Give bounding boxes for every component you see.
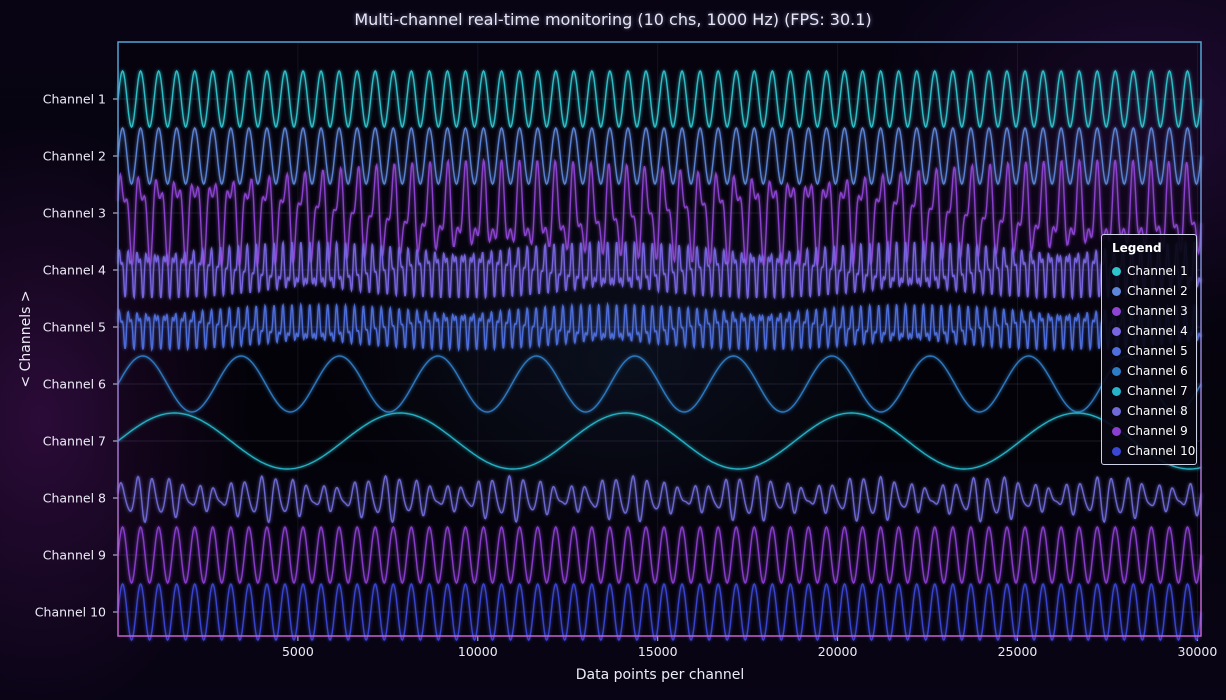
y-tick-label: Channel 8 — [43, 491, 106, 506]
x-tick-label: 10000 — [458, 644, 498, 659]
series-line-10 — [117, 582, 1202, 642]
legend-item[interactable]: Channel 9 — [1112, 421, 1196, 441]
series-line-4 — [117, 239, 1202, 301]
legend-items: Channel 1 Channel 2 Channel 3 Channel 4 Chan… — [1112, 261, 1196, 461]
y-tick-label: Channel 6 — [43, 377, 106, 392]
series-lines — [117, 69, 1202, 642]
series-line-2 — [117, 126, 1202, 186]
x-tick-label: 15000 — [638, 644, 678, 659]
legend-item[interactable]: Channel 5 — [1112, 341, 1196, 361]
legend-marker-icon — [1112, 386, 1121, 396]
legend-item[interactable]: Channel 10 — [1112, 441, 1196, 461]
legend-label: Channel 8 — [1127, 404, 1188, 418]
y-tick-label: Channel 5 — [43, 320, 106, 335]
series-line-5 — [117, 301, 1202, 353]
legend-label: Channel 7 — [1127, 384, 1188, 398]
y-tick-label: Channel 3 — [43, 206, 106, 221]
y-tick-label: Channel 9 — [43, 548, 106, 563]
series-line-3 — [117, 157, 1202, 269]
legend-marker-icon — [1112, 446, 1121, 456]
legend-label: Channel 5 — [1127, 344, 1188, 358]
legend-label: Channel 4 — [1127, 324, 1188, 338]
legend-marker-icon — [1112, 286, 1121, 296]
legend-label: Channel 1 — [1127, 264, 1188, 278]
x-tick-label: 20000 — [818, 644, 858, 659]
legend-item[interactable]: Channel 4 — [1112, 321, 1196, 341]
x-tick-labels: 5000 10000 15000 20000 25000 30000 — [282, 644, 1217, 659]
x-tick-label: 25000 — [998, 644, 1038, 659]
legend-label: Channel 3 — [1127, 304, 1188, 318]
legend-label: Channel 10 — [1127, 444, 1196, 458]
series-line-9 — [117, 525, 1202, 585]
legend-marker-icon — [1112, 366, 1121, 376]
legend-item[interactable]: Channel 7 — [1112, 381, 1196, 401]
series-line-1 — [117, 69, 1202, 129]
x-tick-label: 30000 — [1178, 644, 1218, 659]
legend-marker-icon — [1112, 426, 1121, 436]
legend-label: Channel 2 — [1127, 284, 1188, 298]
legend-item[interactable]: Channel 3 — [1112, 301, 1196, 321]
series-line-7 — [117, 412, 1202, 470]
y-tick-labels: Channel 1 Channel 2 Channel 3 Channel 4 Chan… — [35, 92, 106, 620]
series-line-8 — [117, 474, 1202, 524]
y-axis-title: < Channels > — [18, 290, 34, 387]
legend-marker-icon — [1112, 266, 1121, 276]
x-axis-title: Data points per channel — [576, 667, 744, 683]
legend-item[interactable]: Channel 2 — [1112, 281, 1196, 301]
legend-title: Legend — [1112, 241, 1162, 255]
x-tick-label: 5000 — [282, 644, 314, 659]
legend-marker-icon — [1112, 346, 1121, 356]
legend: Legend Channel 1 Channel 2 Channel 3 Channe… — [1101, 234, 1197, 465]
legend-marker-icon — [1112, 406, 1121, 416]
legend-item[interactable]: Channel 8 — [1112, 401, 1196, 421]
legend-marker-icon — [1112, 326, 1121, 336]
y-tick-label: Channel 2 — [43, 149, 106, 164]
y-tick-label: Channel 7 — [43, 434, 106, 449]
y-tick-label: Channel 1 — [43, 92, 106, 107]
chart-title: Multi-channel real-time monitoring (10 c… — [354, 10, 872, 29]
legend-label: Channel 9 — [1127, 424, 1188, 438]
legend-marker-icon — [1112, 306, 1121, 316]
y-tick-label: Channel 4 — [43, 263, 106, 278]
legend-item[interactable]: Channel 6 — [1112, 361, 1196, 381]
series-line-6 — [117, 355, 1202, 413]
plot-frame — [117, 41, 1202, 637]
legend-item[interactable]: Channel 1 — [1112, 261, 1196, 281]
legend-label: Channel 6 — [1127, 364, 1188, 378]
y-tick-label: Channel 10 — [35, 605, 106, 620]
